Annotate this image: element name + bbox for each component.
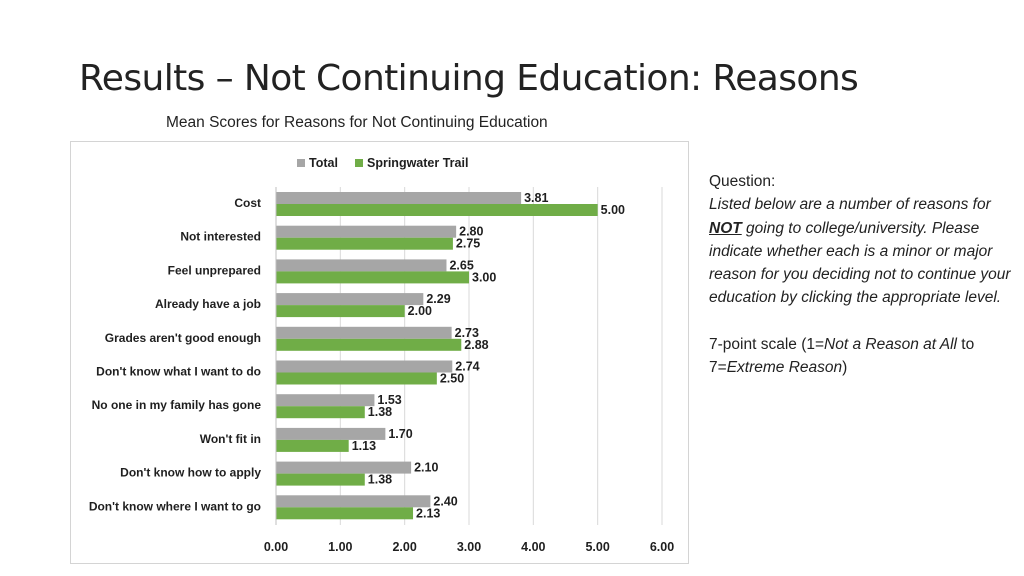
x-tick-label: 2.00 xyxy=(392,540,416,554)
bar-springwater xyxy=(276,507,414,520)
data-label: 1.38 xyxy=(368,405,392,419)
bar-total xyxy=(276,192,522,204)
bar-springwater xyxy=(276,439,349,452)
x-tick-label: 3.00 xyxy=(457,540,481,554)
data-label: 1.70 xyxy=(388,427,412,441)
x-tick-label: 1.00 xyxy=(328,540,352,554)
data-label: 2.74 xyxy=(455,360,479,374)
question-text: Listed below are a number of reasons for… xyxy=(709,196,1011,306)
question-emphasis: NOT xyxy=(709,219,742,237)
bar-springwater xyxy=(276,473,365,486)
bar-springwater xyxy=(276,372,437,385)
x-tick-label: 4.00 xyxy=(521,540,545,554)
category-label: Feel unprepared xyxy=(168,263,261,277)
bar-total xyxy=(276,461,412,474)
data-label: 2.75 xyxy=(456,237,480,251)
bar-total xyxy=(276,293,424,306)
data-label: 5.00 xyxy=(601,203,625,217)
scale-max-label: Extreme Reason xyxy=(726,359,843,377)
category-label: No one in my family has gone xyxy=(92,398,262,412)
bar-total xyxy=(276,427,386,440)
category-label: Don't know what I want to do xyxy=(96,365,261,379)
scale-mid: to 7= xyxy=(709,335,975,377)
bar-total xyxy=(276,495,431,508)
category-label: Don't know where I want to go xyxy=(89,499,261,513)
legend-label: Springwater Trail xyxy=(367,156,468,170)
data-label: 3.81 xyxy=(524,191,548,205)
bar-total xyxy=(276,259,447,272)
question-text-after: going to college/university. Please indi… xyxy=(709,219,1011,307)
bar-springwater xyxy=(276,305,405,318)
bar-chart: Cost 3.81 5.00 Not interested 2.802.75 Feel u… xyxy=(89,156,674,554)
bar-total xyxy=(276,360,453,373)
data-label: 2.29 xyxy=(426,292,450,306)
category-label: Won't fit in xyxy=(200,432,261,446)
bar-springwater xyxy=(276,406,365,419)
slide-title: Results – Not Continuing Education: Reas… xyxy=(79,58,859,99)
data-label: 2.73 xyxy=(455,326,479,340)
category-label: Already have a job xyxy=(155,297,261,311)
data-label: 2.88 xyxy=(464,338,488,352)
data-label: 2.65 xyxy=(449,258,473,272)
category-label: Not interested xyxy=(180,230,261,244)
data-label: 2.50 xyxy=(440,372,464,386)
x-tick-label: 6.00 xyxy=(650,540,674,554)
data-label: 2.13 xyxy=(416,506,440,520)
legend-swatch-total xyxy=(297,159,305,167)
bar-springwater xyxy=(276,271,469,284)
bar-total xyxy=(276,326,452,339)
data-label: 1.38 xyxy=(368,473,392,487)
data-label: 2.00 xyxy=(408,304,432,318)
data-label: 2.10 xyxy=(414,461,438,475)
chart-caption: Mean Scores for Reasons for Not Continui… xyxy=(166,114,548,131)
category-label: Don't know how to apply xyxy=(120,466,261,480)
bar-springwater xyxy=(276,204,598,216)
question-label: Question: xyxy=(709,173,776,190)
x-tick-label: 0.00 xyxy=(264,540,288,554)
chart-frame: Cost 3.81 5.00 Not interested 2.80 2.75 Feel u… xyxy=(70,141,689,564)
question-panel: Question: Listed below are a number of r… xyxy=(709,170,1014,379)
data-label: 2.80 xyxy=(459,225,483,239)
bar-springwater xyxy=(276,338,462,351)
legend-label: Total xyxy=(309,156,338,170)
data-label: 1.13 xyxy=(352,439,376,453)
category-label: Grades aren't good enough xyxy=(105,331,261,345)
legend-swatch-springwater xyxy=(355,159,363,167)
scale-note: 7-point scale (1=Not a Reason at All to … xyxy=(709,333,1014,380)
scale-suffix: ) xyxy=(842,359,848,377)
x-tick-label: 5.00 xyxy=(585,540,609,554)
bar-total xyxy=(276,394,375,407)
bar-total xyxy=(276,225,457,238)
data-label: 3.00 xyxy=(472,270,496,284)
bar-springwater xyxy=(276,237,453,250)
data-label: 2.40 xyxy=(433,494,457,508)
scale-min-label: Not a Reason at All xyxy=(824,335,957,353)
scale-prefix: 7-point scale (1= xyxy=(709,335,825,353)
category-label: Cost xyxy=(234,196,261,210)
question-text-before: Listed below are a number of reasons for xyxy=(709,196,991,214)
data-label: 1.53 xyxy=(377,393,401,407)
